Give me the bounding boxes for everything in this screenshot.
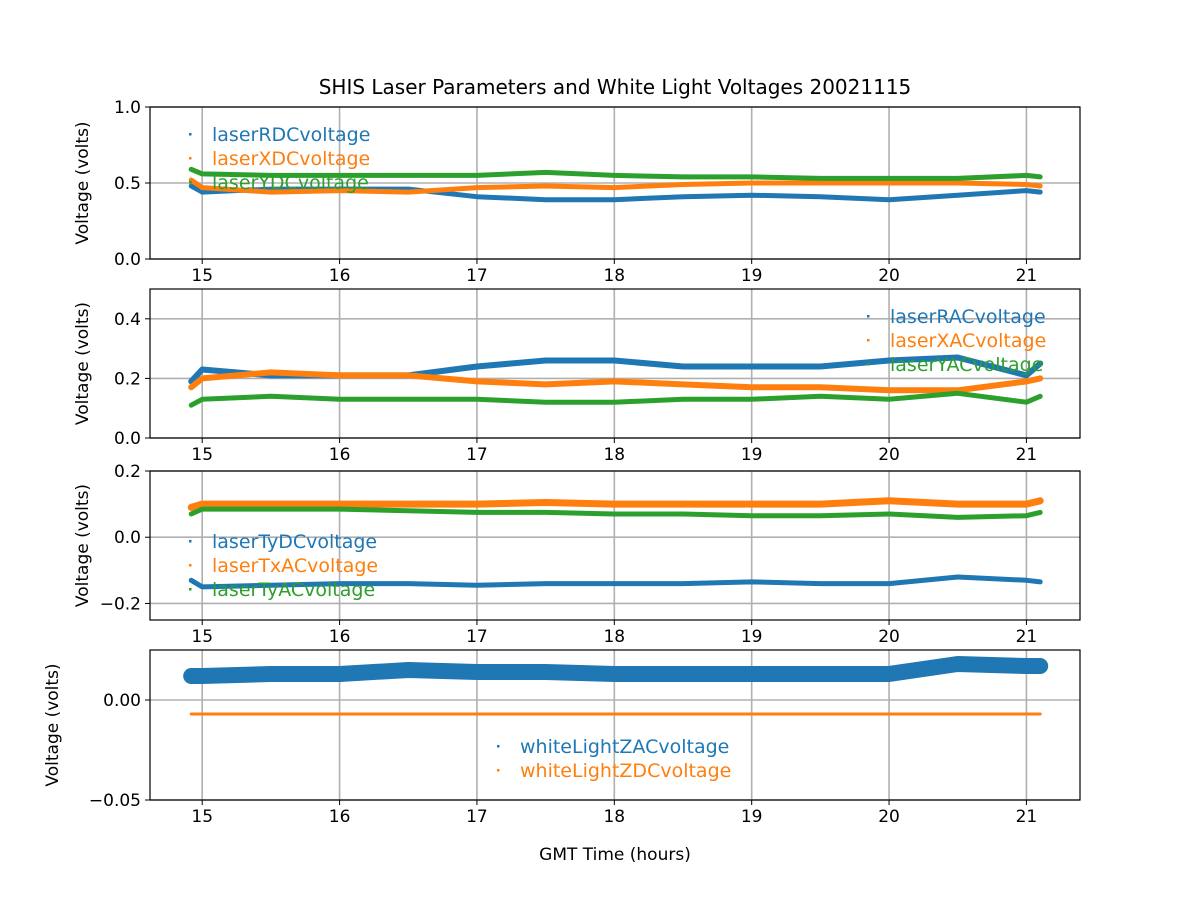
- series-laserYACvoltage: [188, 390, 1043, 408]
- x-tick-label: 15: [191, 445, 213, 465]
- y-tick-label: 0.00: [103, 691, 141, 711]
- x-tick-label: 21: [1016, 445, 1038, 465]
- x-tick-label: 20: [878, 627, 900, 647]
- x-tick-label: 15: [191, 627, 213, 647]
- x-tick-label: 19: [741, 807, 763, 827]
- subplot-4: 15 16 17 18 19 20 21 −0.05 0.00 Voltage (volts) wh…: [43, 649, 1081, 827]
- y-tick-label: −0.2: [100, 594, 141, 614]
- legend-entry: laserRACvoltage: [890, 306, 1046, 328]
- y-axis-label: Voltage (volts): [73, 484, 93, 607]
- axes-frame: [149, 470, 1081, 621]
- y-tick-label: 0.5: [114, 174, 141, 194]
- subplot-2: 15 16 17 18 19 20 21 0.0 0.2 0.4 Voltage (volts) la…: [73, 288, 1081, 465]
- x-tick-label: 20: [878, 266, 900, 286]
- y-tick-label: 0.0: [114, 429, 141, 449]
- legend-marker: [189, 133, 192, 136]
- legend-entry: laserXACvoltage: [890, 330, 1046, 352]
- legend-marker: [189, 588, 192, 591]
- y-tick-label: 0.2: [114, 462, 141, 482]
- x-tick-label: 21: [1016, 266, 1038, 286]
- x-tick-label: 17: [466, 807, 488, 827]
- legend-entry: laserYACvoltage: [890, 354, 1043, 376]
- legend-marker: [189, 181, 192, 184]
- y-axis-label: Voltage (volts): [73, 302, 93, 425]
- x-tick-label: 15: [191, 807, 213, 827]
- legend-entry: whiteLightZACvoltage: [520, 736, 729, 758]
- y-tick-label: 1.0: [114, 98, 141, 118]
- y-tick-label: 0.4: [114, 310, 141, 330]
- x-tick-label: 16: [329, 807, 351, 827]
- y-axis-label: Voltage (volts): [43, 663, 63, 786]
- series-laserTyDCvoltage: [188, 574, 1043, 590]
- x-tick-label: 15: [191, 266, 213, 286]
- x-tick-label: 16: [329, 627, 351, 647]
- legend-marker: [189, 564, 192, 567]
- x-tick-label: 19: [741, 445, 763, 465]
- legend-entry: laserTyDCvoltage: [212, 531, 377, 553]
- legend-marker: [189, 157, 192, 160]
- legend-marker: [497, 769, 500, 772]
- legend-entry: whiteLightZDCvoltage: [520, 760, 731, 782]
- x-tick-label: 19: [741, 266, 763, 286]
- x-tick-label: 18: [603, 807, 625, 827]
- legend-entry: laserXDCvoltage: [212, 148, 370, 170]
- x-tick-label: 21: [1016, 807, 1038, 827]
- y-tick-label: 0.2: [114, 369, 141, 389]
- x-tick-label: 18: [603, 445, 625, 465]
- x-axis-label: GMT Time (hours): [539, 845, 691, 865]
- series-laserYDCvoltage: [188, 166, 1043, 181]
- series-laserXACvoltage: [188, 369, 1044, 394]
- x-tick-label: 17: [466, 627, 488, 647]
- x-tick-label: 19: [741, 627, 763, 647]
- legend-marker: [189, 540, 192, 543]
- legend-entry: laserTyACvoltage: [212, 579, 375, 601]
- subplot-3: 15 16 17 18 19 20 21 −0.2 0.0 0.2 Voltage (volts) l…: [73, 462, 1081, 647]
- x-tick-label: 21: [1016, 627, 1038, 647]
- legend-marker: [497, 745, 500, 748]
- x-tick-label: 17: [466, 266, 488, 286]
- axes-frame: [149, 649, 1081, 801]
- x-tick-label: 18: [603, 627, 625, 647]
- legend-entry: laserYDCvoltage: [212, 172, 369, 194]
- x-tick-label: 20: [878, 445, 900, 465]
- x-tick-label: 20: [878, 807, 900, 827]
- x-tick-label: 16: [329, 266, 351, 286]
- chart-title: SHIS Laser Parameters and White Light Vo…: [319, 75, 912, 99]
- y-tick-label: −0.05: [89, 791, 141, 811]
- series-laserTxACvoltage: [187, 497, 1044, 511]
- y-axis-label: Voltage (volts): [73, 121, 93, 244]
- legend-marker: [867, 339, 870, 342]
- x-tick-label: 17: [466, 445, 488, 465]
- legend-entry: laserTxACvoltage: [212, 555, 378, 577]
- y-tick-label: 0.0: [114, 528, 141, 548]
- subplot-1: 15 16 17 18 19 20 21 0.0 0.5 1.0 Voltage (volts) la…: [73, 98, 1081, 286]
- series-laserTyACvoltage: [188, 506, 1043, 520]
- legend-entry: laserRDCvoltage: [212, 124, 370, 146]
- axes-frame: [149, 288, 1081, 439]
- x-tick-label: 16: [329, 445, 351, 465]
- legend-marker: [867, 363, 870, 366]
- x-tick-label: 18: [603, 266, 625, 286]
- y-tick-label: 0.0: [114, 250, 141, 270]
- series-whiteLightZACvoltage: [183, 656, 1049, 684]
- legend-marker: [867, 315, 870, 318]
- series-laserXDCvoltage: [188, 177, 1043, 195]
